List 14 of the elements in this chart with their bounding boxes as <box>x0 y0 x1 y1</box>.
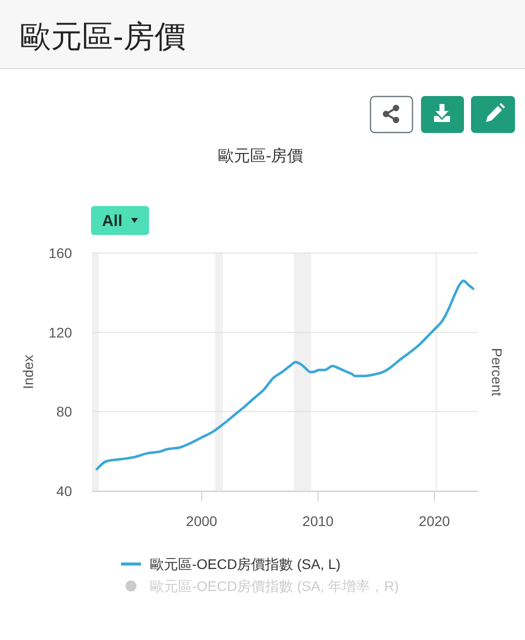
chart-subtitle: 歐元區-房價 <box>218 147 304 165</box>
y2-axis-title: Percent <box>489 348 505 396</box>
x-tick-label: 2000 <box>186 513 218 529</box>
x-tick-label: 2010 <box>302 513 334 529</box>
x-tick-label: 2020 <box>418 513 450 529</box>
legend-label: 歐元區-OECD房價指數 (SA, L) <box>150 556 341 572</box>
dropdown-button: All <box>91 206 149 235</box>
y-tick-label: 160 <box>48 245 72 261</box>
chart-title: 歐元區-房價 <box>20 19 186 54</box>
y-tick-label: 120 <box>48 324 72 340</box>
y-tick-label: 80 <box>56 404 72 420</box>
line-series <box>96 280 474 470</box>
y-axis-title: Index <box>20 354 36 390</box>
y-tick-label: 40 <box>56 483 72 499</box>
